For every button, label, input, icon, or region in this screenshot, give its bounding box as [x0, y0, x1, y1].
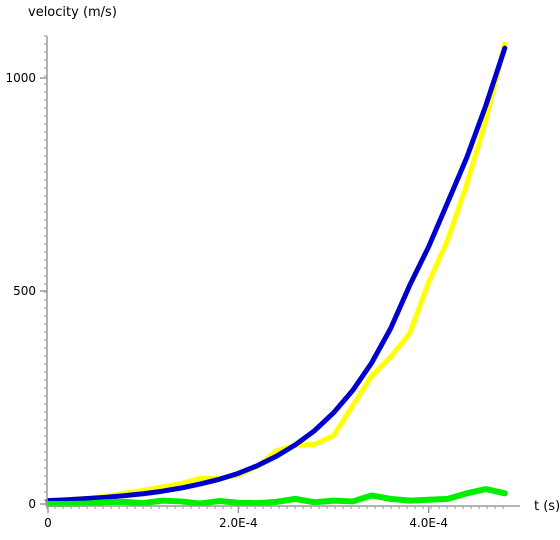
series-2-line	[48, 48, 505, 500]
tick-layer: 0 500 1000 0 2.0E-4 4.0E-4	[5, 71, 448, 530]
y-axis-label: velocity (m/s)	[28, 5, 117, 20]
y-tick-label: 500	[13, 284, 36, 298]
y-tick-label: 0	[28, 497, 36, 511]
x-tick-label: 4.0E-4	[409, 516, 448, 530]
x-tick-label: 0	[44, 516, 52, 530]
series-layer	[48, 44, 505, 504]
series-1-line	[48, 44, 505, 501]
x-tick-label: 2.0E-4	[219, 516, 258, 530]
y-tick-label: 1000	[5, 71, 36, 85]
x-axis-label: t (s)	[534, 499, 560, 514]
